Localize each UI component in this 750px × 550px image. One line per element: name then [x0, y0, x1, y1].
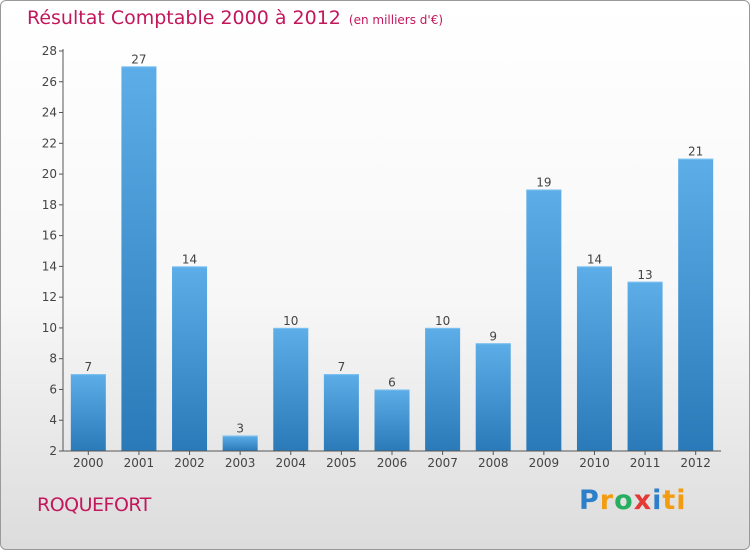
bar-value-label: 14 [587, 252, 602, 266]
x-tick-label: 2008 [478, 456, 509, 470]
bar [425, 327, 461, 451]
y-tick-label: 18 [42, 198, 57, 212]
labels-group: 7 27 14 3 10 7 6 10 9 19 14 13 21 [84, 52, 703, 435]
logo-letter: P [579, 485, 600, 516]
y-tick-label: 20 [42, 167, 57, 181]
y-tick-label: 26 [42, 75, 57, 89]
bar-value-label: 10 [283, 314, 298, 328]
bars-group [70, 66, 714, 451]
bar-value-label: 21 [688, 145, 703, 159]
bar [576, 266, 612, 451]
y-tick-label: 8 [49, 352, 57, 366]
x-tick-label: 2011 [630, 456, 661, 470]
bar [374, 389, 410, 451]
bar [475, 343, 511, 451]
bar [627, 281, 663, 451]
y-tick-label: 24 [42, 106, 57, 120]
bar [172, 266, 208, 451]
bar-value-label: 9 [489, 329, 497, 343]
y-tick-label: 2 [49, 444, 57, 458]
bar [273, 327, 309, 451]
bar-value-label: 14 [182, 252, 197, 266]
x-tick-label: 2012 [680, 456, 711, 470]
chart-title: Résultat Comptable 2000 à 2012 (en millie… [27, 7, 443, 29]
y-tick-label: 12 [42, 290, 57, 304]
bar [70, 374, 106, 451]
bar-value-label: 19 [536, 175, 551, 189]
bar-value-label: 10 [435, 314, 450, 328]
bar [678, 158, 714, 451]
bar-value-label: 13 [637, 268, 652, 282]
bar-value-label: 27 [131, 52, 146, 66]
logo-letter: r [599, 485, 615, 516]
y-tick-label: 10 [42, 321, 57, 335]
x-tick-label: 2001 [124, 456, 155, 470]
x-tick-label: 2010 [579, 456, 610, 470]
x-tick-label: 2003 [225, 456, 256, 470]
y-tick-label: 6 [49, 382, 57, 396]
bar [222, 435, 258, 451]
logo-letter: x [633, 485, 653, 516]
y-tick-label: 16 [42, 229, 57, 243]
y-tick-label: 4 [49, 413, 57, 427]
logo-letter: ti [662, 485, 687, 516]
bar [526, 189, 562, 451]
logo-letter: o [614, 485, 634, 516]
bar-value-label: 6 [388, 375, 396, 389]
x-tick-label: 2004 [275, 456, 306, 470]
bar-value-label: 7 [338, 360, 346, 374]
x-tick-label: 2009 [529, 456, 560, 470]
location-label: ROQUEFORT [37, 494, 151, 516]
chart-title-text: Résultat Comptable 2000 à 2012 [27, 7, 341, 29]
x-tick-label: 2007 [427, 456, 458, 470]
bar-value-label: 7 [84, 360, 92, 374]
logo-letter: i [652, 485, 663, 516]
bar-value-label: 3 [236, 422, 244, 436]
y-tick-label: 28 [42, 44, 57, 58]
x-tick-label: 2000 [73, 456, 104, 470]
bar [323, 374, 359, 451]
x-tick-label: 2005 [326, 456, 357, 470]
x-tick-label: 2002 [174, 456, 205, 470]
y-tick-label: 22 [42, 136, 57, 150]
bar [121, 66, 157, 451]
x-tick-label: 2006 [377, 456, 408, 470]
y-tick-label: 14 [42, 259, 57, 273]
proxiti-logo: Proxiti [579, 485, 687, 516]
chart-subtitle: (en milliers d'€) [348, 13, 444, 27]
